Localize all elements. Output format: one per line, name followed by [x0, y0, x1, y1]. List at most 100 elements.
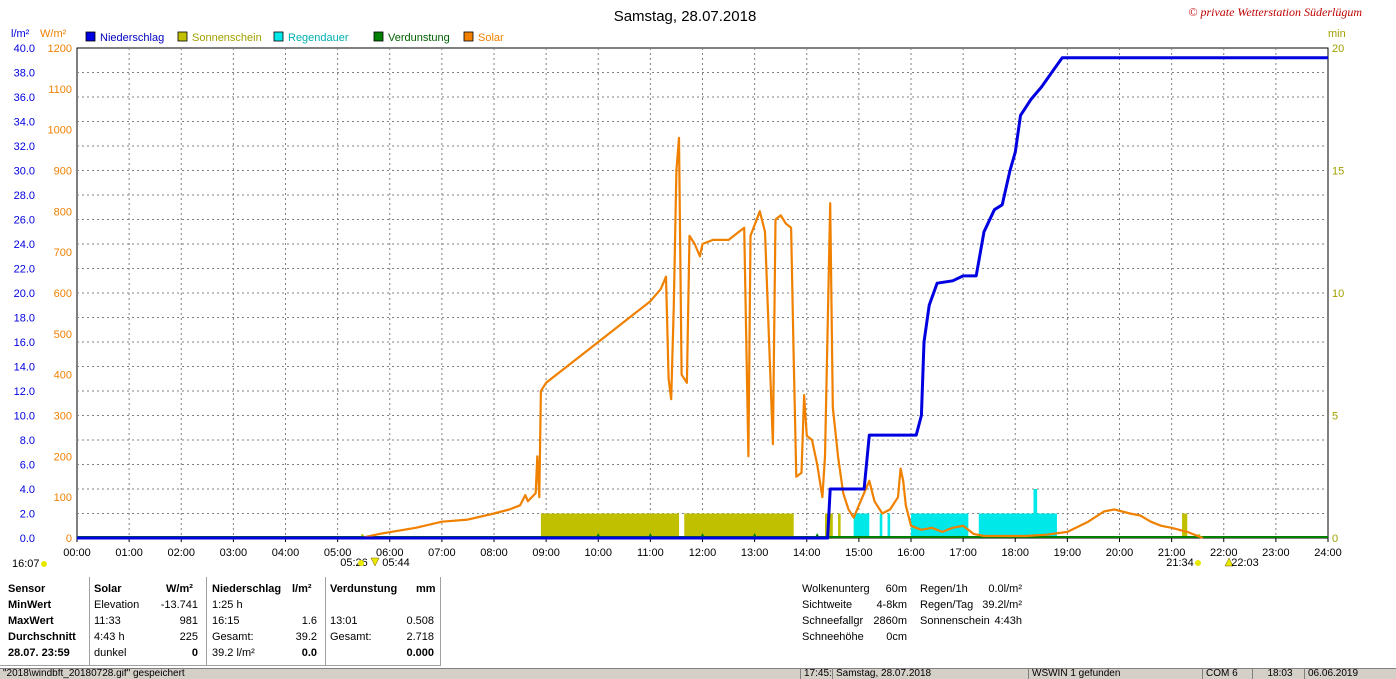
weather-chart: Samstag, 28.07.2018 © private Wetterstati…	[11, 5, 1362, 570]
header-rain-unit: l/m²	[292, 583, 312, 595]
solar-value: 981	[179, 615, 198, 627]
legend-swatch	[463, 31, 474, 42]
y-tick-right: 10	[1332, 288, 1344, 300]
y-tick-left-outer: 38.0	[14, 68, 35, 80]
x-tick-label: 09:00	[532, 547, 560, 559]
row-label: MinWert	[8, 599, 52, 611]
evap-value: 0.000	[406, 647, 434, 659]
y-tick-left-outer: 40.0	[14, 43, 35, 55]
evap-value: 0.508	[406, 615, 434, 627]
x-tick-label: 24:00	[1314, 547, 1342, 559]
civil-dusk-icon	[1224, 557, 1234, 567]
solar-value: 225	[179, 631, 198, 643]
y-tick-left-outer: 12.0	[14, 386, 35, 398]
x-tick-label: 12:00	[689, 547, 717, 559]
y-tick-left-inner: 1100	[48, 84, 72, 96]
row-label: MaxWert	[8, 615, 54, 627]
rain-name: Gesamt:	[212, 631, 254, 643]
summary-table: Sensor Solar W/m² Niederschlag l/m² Verd…	[0, 577, 1396, 667]
x-tick-label: 11:00	[637, 547, 664, 559]
y-tick-left-outer: 14.0	[14, 362, 35, 374]
extra-value: 0.0l/m²	[988, 583, 1022, 595]
y-tick-left-outer: 36.0	[14, 92, 35, 104]
status-port: COM 6	[1202, 669, 1252, 679]
y-tick-left-outer: 34.0	[14, 117, 35, 129]
evaporation-marker	[700, 533, 705, 537]
y-tick-left-inner: 1000	[48, 125, 72, 137]
y-tick-left-inner: 900	[54, 166, 72, 178]
chart-title: Samstag, 28.07.2018	[614, 8, 757, 25]
extra-key: Schneehöhe	[802, 631, 864, 643]
status-app: WSWIN 1 gefunden	[1028, 669, 1202, 679]
y-tick-left-outer: 10.0	[14, 411, 35, 423]
solar-name: Elevation	[94, 599, 140, 611]
y-tick-right: 20	[1332, 43, 1344, 55]
rain-duration-bar	[879, 513, 883, 538]
x-tick-label: 13:00	[741, 547, 769, 559]
x-tick-label: 02:00	[167, 547, 195, 559]
sunshine-bar	[838, 513, 841, 538]
status-today: 06.06.2019	[1304, 669, 1394, 679]
status-clock: 18:03	[1252, 669, 1304, 679]
x-tick-label: 23:00	[1262, 547, 1290, 559]
civil-dawn-label: 05:44	[382, 557, 410, 569]
legend-swatch	[273, 31, 284, 42]
x-tick-label: 21:00	[1158, 547, 1186, 559]
evaporation-marker	[596, 533, 601, 537]
extra-key: Regen/1h	[920, 583, 968, 595]
rain-value: 0.0	[301, 647, 317, 659]
time-label: 16:07	[12, 558, 40, 570]
evaporation-marker	[648, 533, 653, 537]
rain-value: 1.6	[301, 615, 317, 627]
extra-value: 39.2l/m²	[982, 599, 1022, 611]
y-tick-left-inner: 300	[54, 411, 72, 423]
x-tick-label: 05:00	[324, 547, 352, 559]
sunrise-icon	[358, 560, 364, 566]
y-tick-left-outer: 0.0	[20, 533, 35, 545]
legend-label: Verdunstung	[388, 32, 450, 44]
solar-name: 11:33	[94, 615, 121, 627]
y-tick-left-outer: 20.0	[14, 288, 35, 300]
y-tick-left-inner: 1200	[48, 43, 72, 55]
legend-label: Regendauer	[288, 32, 349, 44]
sunrise-label: 05:26	[340, 557, 368, 569]
status-bar: "2018\windbft_20180728.gif" gespeichert …	[0, 668, 1396, 679]
x-tick-label: 15:00	[845, 547, 873, 559]
header-evap: Verdunstung	[330, 583, 398, 595]
y-tick-left-inner: 800	[54, 206, 72, 218]
solar-name: 4:43 h	[94, 631, 125, 643]
y-tick-left-inner: 100	[54, 492, 72, 504]
left-inner-unit: W/m²	[40, 28, 67, 40]
sunshine-bar	[540, 513, 680, 538]
extra-key: Sichtweite	[802, 599, 853, 611]
x-tick-label: 19:00	[1054, 547, 1082, 559]
x-tick-label: 14:00	[793, 547, 821, 559]
y-tick-left-outer: 28.0	[14, 190, 35, 202]
y-tick-right: 0	[1332, 533, 1338, 545]
solar-line	[360, 136, 1204, 540]
rain-value: 39.2	[295, 631, 317, 643]
evaporation-marker	[752, 533, 757, 537]
status-time: 17:45:48	[800, 669, 832, 679]
legend-label: Solar	[478, 32, 504, 44]
sun-icon	[41, 561, 47, 567]
y-tick-left-outer: 4.0	[20, 484, 35, 496]
rain-duration-bar	[853, 513, 870, 538]
x-tick-label: 04:00	[272, 547, 300, 559]
x-tick-label: 20:00	[1106, 547, 1134, 559]
rain-duration-bar	[887, 513, 891, 538]
header-rain: Niederschlag	[212, 583, 282, 595]
x-tick-label: 16:00	[897, 547, 925, 559]
x-tick-label: 08:00	[480, 547, 508, 559]
y-tick-left-inner: 600	[54, 288, 72, 300]
x-tick-label: 01:00	[115, 547, 143, 559]
legend-swatch	[177, 31, 188, 42]
evap-value: 2.718	[406, 631, 434, 643]
copyright-label: © private Wetterstation Süderlügum	[1188, 5, 1362, 19]
rain-name: 1:25 h	[212, 599, 243, 611]
civil-dusk-label: 22:03	[1231, 557, 1259, 569]
sunset-icon	[1195, 560, 1201, 566]
y-tick-right: 15	[1332, 166, 1344, 178]
y-tick-left-inner: 0	[66, 533, 72, 545]
y-tick-left-outer: 2.0	[20, 509, 35, 521]
